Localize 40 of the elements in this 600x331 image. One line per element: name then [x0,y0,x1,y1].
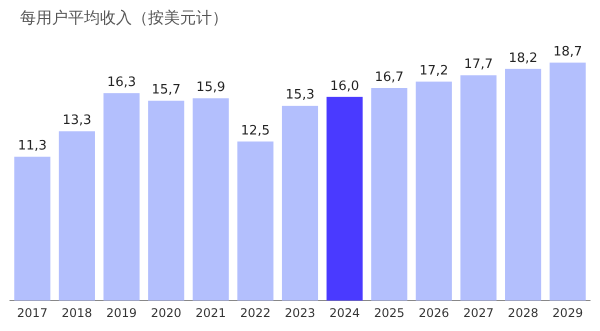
data-label: 15,9 [196,80,226,96]
bar [14,156,50,301]
bar [282,106,318,301]
data-label: 12,5 [240,123,270,138]
x-tick-label: 2022 [240,306,271,320]
data-label: 15,3 [286,88,314,103]
chart-title: 每用户平均收入（按美元计） [19,7,229,29]
x-tick-label: 2024 [329,306,360,320]
data-label: 13,3 [62,113,92,128]
x-tick-label: 2017 [17,306,48,320]
x-tick-label: 2026 [418,306,450,320]
x-tick-label: 2023 [284,306,316,320]
x-tick-label: 2025 [374,306,405,320]
data-label: 11,3 [18,138,47,154]
bar [550,62,586,301]
data-label: 16,7 [374,70,404,85]
data-label: 17,2 [419,64,448,79]
data-label: 18,2 [508,50,538,66]
x-tick-label: 2018 [62,306,92,320]
data-label: 17,7 [464,57,493,72]
data-label: 15,7 [152,82,181,98]
bar [505,68,542,301]
x-tick-label: 2021 [195,306,226,320]
bar [460,75,497,301]
data-label: 18,7 [553,44,582,60]
x-tick-label: 2028 [508,306,538,320]
bar [237,141,274,301]
data-label: 16,0 [330,78,360,94]
x-tick-label: 2020 [150,306,182,320]
data-label: 16,3 [107,74,136,90]
bar [148,100,184,301]
x-tick-label: 2019 [106,306,137,320]
bar [58,131,95,301]
bar [371,88,408,301]
bar [103,93,140,301]
x-tick-label: 2027 [463,306,494,320]
bar [416,82,452,301]
bar [192,98,229,301]
bar [326,96,363,301]
x-tick-label: 2029 [552,306,583,320]
